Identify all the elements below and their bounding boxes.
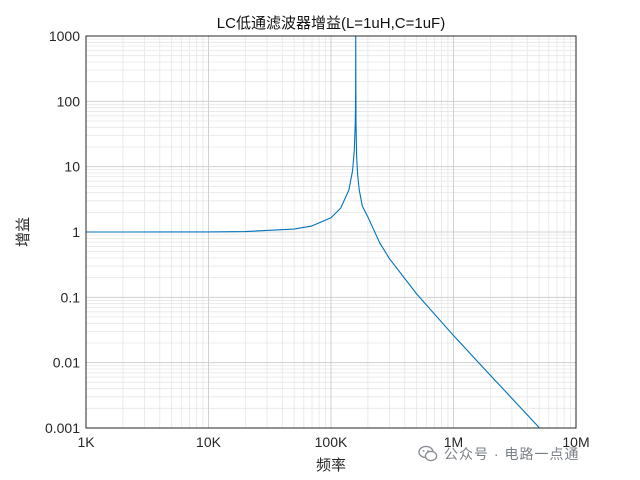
series-layer — [86, 36, 540, 428]
x-tick-label: 1M — [444, 434, 463, 450]
watermark: 公众号 · 电路一点通 — [418, 444, 579, 464]
gain-series-line — [86, 36, 540, 428]
x-tick-label: 10M — [562, 434, 589, 450]
x-tick-labels: 1K 10K 100K 1M 10M — [77, 434, 589, 450]
y-tick-label: 10 — [64, 159, 80, 175]
y-tick-label: 0.01 — [53, 355, 80, 371]
plot-frame — [85, 35, 577, 429]
y-tick-label: 100 — [57, 93, 81, 109]
chart-title: LC低通滤波器增益(L=1uH,C=1uF) — [217, 15, 445, 32]
y-tick-label: 0.1 — [61, 289, 81, 305]
x-tick-label: 10K — [196, 434, 222, 450]
y-axis-label: 增益 — [14, 217, 32, 247]
wechat-icon — [418, 445, 438, 462]
x-tick-label: 1K — [77, 434, 95, 450]
y-tick-label: 1000 — [49, 28, 80, 44]
watermark-text: 公众号 · 电路一点通 — [444, 446, 580, 462]
y-tick-label: 1 — [72, 224, 80, 240]
y-tick-label: 0.001 — [45, 420, 80, 436]
x-tick-label: 100K — [315, 434, 348, 450]
y-tick-labels: 0.001 0.01 0.1 1 10 100 1000 — [45, 28, 80, 436]
x-axis-label: 频率 — [316, 456, 346, 474]
